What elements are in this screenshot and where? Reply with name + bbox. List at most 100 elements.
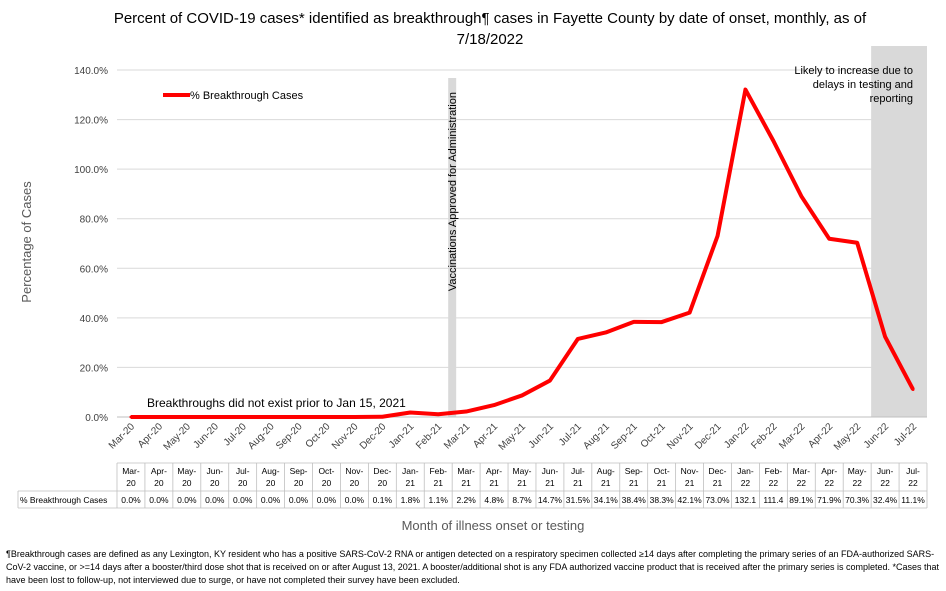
y-tick-label: 60.0% [80,264,108,275]
x-tick-label: Aug-21 [581,421,612,452]
table-header-cell: 20 [182,478,192,488]
pre-vaccine-note: Breakthroughs did not exist prior to Jan… [147,396,406,410]
data-point [185,415,189,419]
table-value-cell: 42.1% [678,495,703,505]
table-header-cell: Mar- [793,466,811,476]
x-tick-label: Jul-22 [892,421,919,448]
table-value-cell: 38.3% [650,495,675,505]
table-header-cell: 20 [126,478,136,488]
y-tick-label: 80.0% [80,215,108,226]
table-header-cell: Dec- [709,466,727,476]
table-header-cell: 20 [378,478,388,488]
table-header-cell: 21 [629,478,639,488]
table-header-cell: Jun- [877,466,894,476]
x-tick-label: Sep-20 [274,421,305,452]
y-tick-label: 140.0% [74,66,108,77]
data-point [716,234,720,238]
table-header-cell: 21 [545,478,555,488]
footnote: ¶Breakthrough cases are defined as any L… [6,549,940,585]
y-axis-title: Percentage of Cases [19,181,34,303]
table-header-cell: 21 [657,478,667,488]
chart-title-line-1: Percent of COVID-19 cases* identified as… [113,10,867,27]
x-tick-label: Feb-21 [414,421,444,451]
table-value-cell: 2.2% [456,495,476,505]
data-point [241,415,245,419]
table-header-cell: May- [513,466,532,476]
table-header-cell: 22 [741,478,751,488]
table-value-cell: 4.8% [484,495,504,505]
table-header-cell: 22 [825,478,835,488]
table-value-cell: 111.4 [763,495,783,505]
data-point [380,415,384,419]
table-header-cell: Dec- [373,466,391,476]
y-tick-label: 0.0% [85,413,108,424]
data-point [269,415,273,419]
table-value-cell: 0.0% [149,495,169,505]
table-header-cell: 20 [266,478,276,488]
table-header-cell: Jul- [906,466,920,476]
table-header-cell: May- [848,466,867,476]
data-point [520,393,524,397]
data-point [352,415,356,419]
chart-title: Percent of COVID-19 cases* identified as… [60,8,920,50]
table-value-cell: 0.1% [373,495,393,505]
table-header-cell: 21 [573,478,583,488]
table-header-cell: Nov- [345,466,363,476]
vaccination-label: Vaccinations Approved for Administration [447,92,459,291]
table-header-cell: Sep- [290,466,308,476]
table-header-cell: 20 [238,478,248,488]
x-tick-label: Apr-21 [471,421,500,450]
x-tick-label: Mar-22 [777,421,807,451]
table-header-cell: Apr- [151,466,167,476]
table-header-cell: Aug- [262,466,280,476]
data-point [688,311,692,315]
table-header-cell: Oct- [318,466,334,476]
table-value-cell: 73.0% [705,495,730,505]
table-header-cell: Jun- [542,466,559,476]
data-point [297,415,301,419]
table-header-cell: 21 [601,478,611,488]
table-header-cell: Apr- [486,466,502,476]
data-point [576,337,580,341]
x-tick-label: Dec-20 [358,421,389,452]
data-point [604,330,608,334]
table-value-cell: 0.0% [177,495,197,505]
x-tick-label: May-22 [832,421,864,453]
table-header-cell: Feb- [429,466,447,476]
table-series-label: % Breakthrough Cases [20,495,107,505]
x-axis-title: Month of illness onset or testing [402,518,585,533]
x-tick-label: May-20 [162,421,194,453]
chart-title-line-2: 7/18/2022 [456,31,524,48]
data-point [883,335,887,339]
x-tick-label: Jun-22 [862,421,892,451]
table-value-cell: 0.0% [289,495,309,505]
x-tick-label: Mar-21 [442,421,472,451]
table-header-cell: 22 [769,478,779,488]
table-value-cell: 31.5% [566,495,591,505]
table-value-cell: 70.3% [845,495,870,505]
y-tick-label: 100.0% [74,165,108,176]
table-header-cell: 21 [461,478,471,488]
table-header-cell: Mar- [457,466,475,476]
table-header-cell: 20 [210,478,220,488]
table-header-cell: Nov- [681,466,699,476]
table-value-cell: 0.0% [121,495,141,505]
data-point [157,415,161,419]
table-header-cell: 20 [294,478,304,488]
x-tick-label: Sep-21 [609,421,640,452]
x-tick-label: Aug-20 [246,421,277,452]
data-point [324,415,328,419]
table-value-cell: 14.7% [538,495,563,505]
x-tick-label: Apr-20 [136,421,165,450]
data-point [548,379,552,383]
data-point [799,194,803,198]
data-point [213,415,217,419]
table-value-cell: 132.1 [735,495,757,505]
table-value-cell: 71.9% [817,495,842,505]
table-header-cell: 20 [154,478,164,488]
data-point [911,387,915,391]
x-tick-label: Nov-21 [665,421,696,452]
table-value-cell: 0.0% [345,495,365,505]
table-header-cell: May- [177,466,196,476]
table-value-cell: 32.4% [873,495,898,505]
